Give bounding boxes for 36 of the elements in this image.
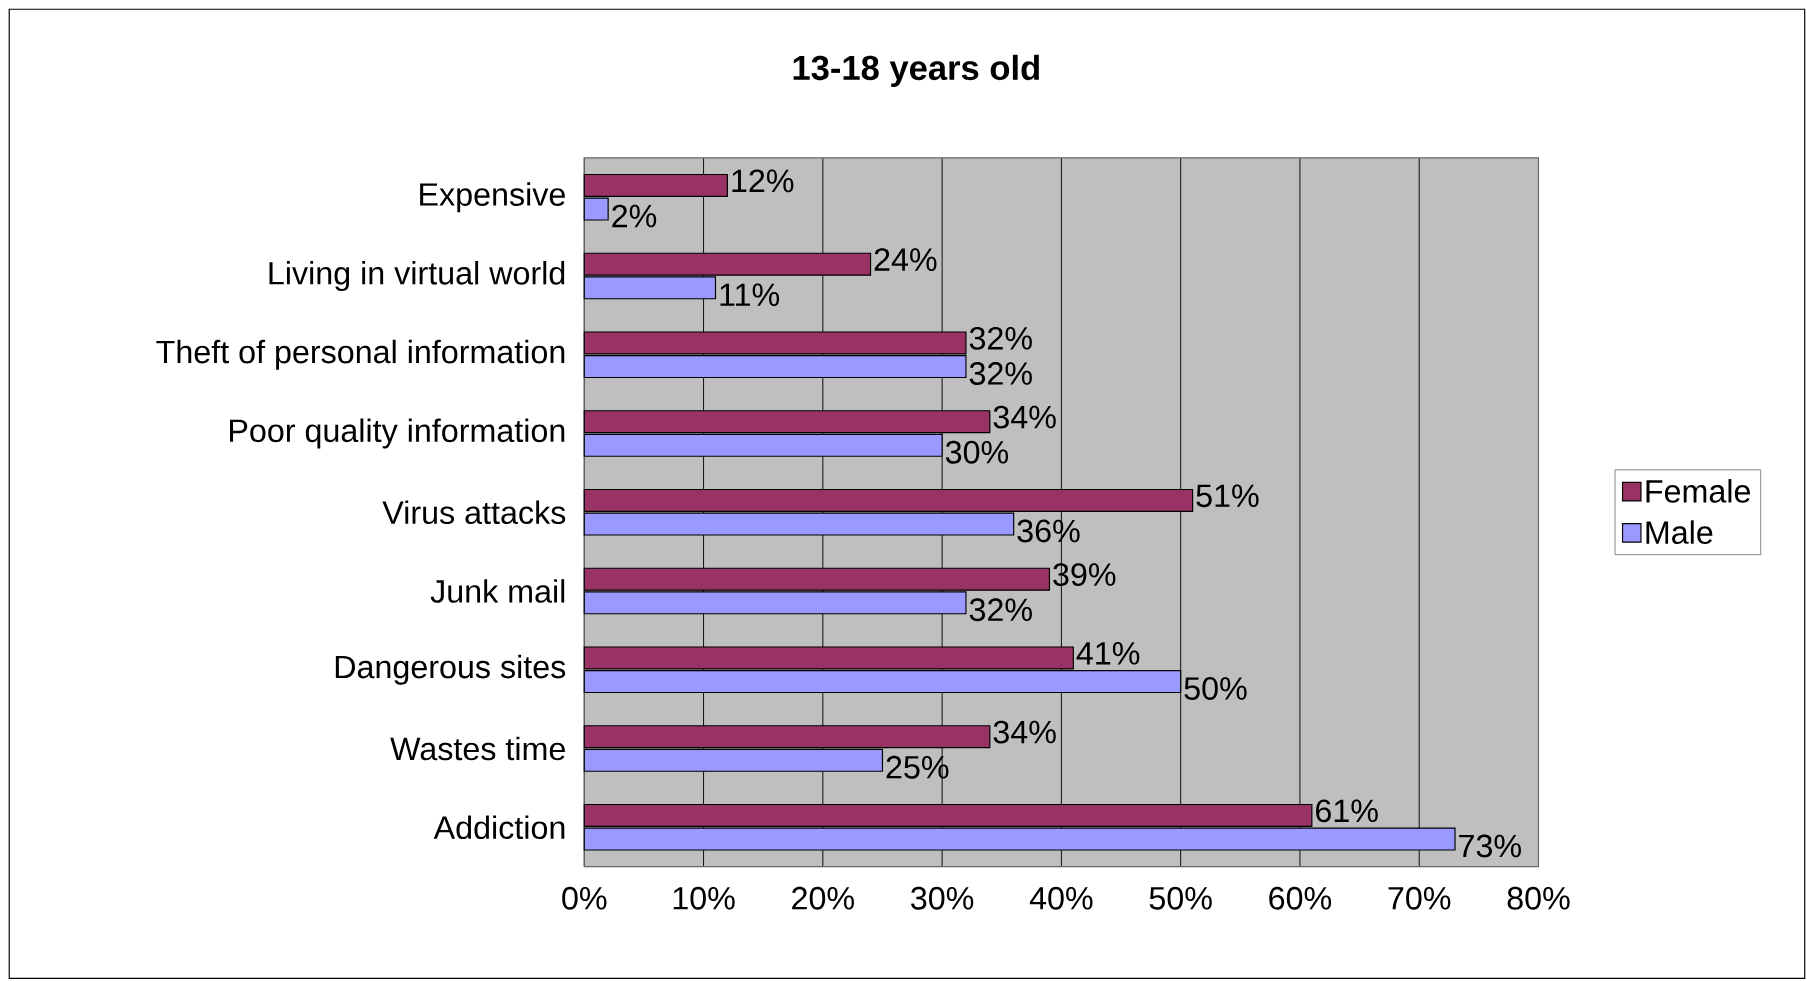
data-label: 73%	[1459, 834, 1521, 858]
y-tick-label: Junk mail	[430, 579, 565, 603]
data-label: 50%	[1184, 677, 1247, 701]
x-tick-label: 20%	[792, 886, 854, 910]
data-label: 41%	[1076, 642, 1140, 665]
y-tick-label: Living in virtual world	[269, 261, 565, 292]
x-tick-label: 80%	[1507, 886, 1570, 910]
y-tick-label: Poor quality information	[230, 418, 565, 449]
data-label: 12%	[732, 169, 794, 193]
x-tick-label: 50%	[1149, 886, 1212, 910]
data-label: 32%	[969, 327, 1032, 350]
data-label: 30%	[945, 440, 1009, 464]
y-tick-label: Virus attacks	[382, 500, 566, 525]
data-label: 32%	[969, 598, 1032, 622]
y-tick-label: Dangerous sites	[335, 654, 566, 685]
legend-label: Female	[1646, 479, 1750, 503]
data-label: 2%	[612, 204, 657, 228]
data-label: 32%	[969, 362, 1032, 386]
data-label: 51%	[1196, 484, 1259, 508]
y-tick-label: Theft of personal information	[156, 339, 565, 370]
y-tick-label: Expensive	[420, 182, 565, 213]
legend-label: Male	[1646, 520, 1713, 545]
x-tick-label: 40%	[1029, 886, 1093, 910]
data-label: 11%	[720, 283, 780, 307]
x-tick-label: 70%	[1388, 886, 1451, 910]
data-label: 34%	[993, 720, 1056, 744]
x-tick-label: 60%	[1269, 886, 1332, 910]
chart-title: 13-18 years old	[793, 54, 1039, 88]
y-tick-label: Addiction	[433, 815, 565, 840]
data-label: 24%	[874, 248, 937, 272]
x-tick-label: 30%	[911, 886, 974, 910]
y-tick-label: Wastes time	[390, 736, 565, 761]
x-tick-label: 10%	[673, 886, 735, 910]
data-label: 61%	[1316, 799, 1378, 823]
data-label: 34%	[993, 405, 1056, 429]
x-tick-label: 0%	[562, 886, 607, 910]
